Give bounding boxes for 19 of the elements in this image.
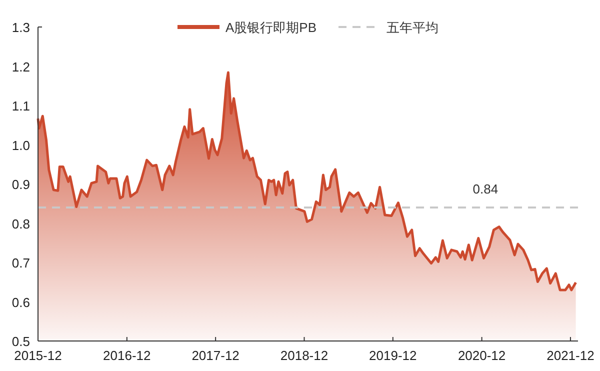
annotation: 0.84 bbox=[472, 182, 498, 197]
x-tick-label: 2019-12 bbox=[369, 348, 417, 363]
x-tick-label: 2017-12 bbox=[192, 348, 240, 363]
y-tick-label: 0.7 bbox=[12, 256, 30, 270]
y-tick-label: 1.1 bbox=[12, 98, 30, 114]
y-tick-label: 1.2 bbox=[12, 59, 30, 74]
y-tick-label: 0.8 bbox=[12, 216, 30, 232]
y-tick-label: 0.5 bbox=[12, 334, 30, 349]
y-tick-label: 1.3 bbox=[12, 20, 30, 35]
legend-label: 五年平均 bbox=[386, 20, 439, 35]
x-tick-label: 2020-12 bbox=[458, 348, 506, 363]
x-tick-label: 2018-12 bbox=[280, 348, 328, 363]
y-tick-label: 0.6 bbox=[12, 294, 30, 310]
y-tick-label: 0.9 bbox=[12, 177, 30, 192]
x-tick-label: 2016-12 bbox=[103, 348, 151, 363]
x-tick-label: 2015-12 bbox=[14, 348, 62, 363]
x-tick-label: 2021-12 bbox=[546, 348, 594, 363]
y-tick-label: 1.0 bbox=[12, 138, 30, 153]
legend-label: A股银行即期PB bbox=[225, 20, 317, 35]
